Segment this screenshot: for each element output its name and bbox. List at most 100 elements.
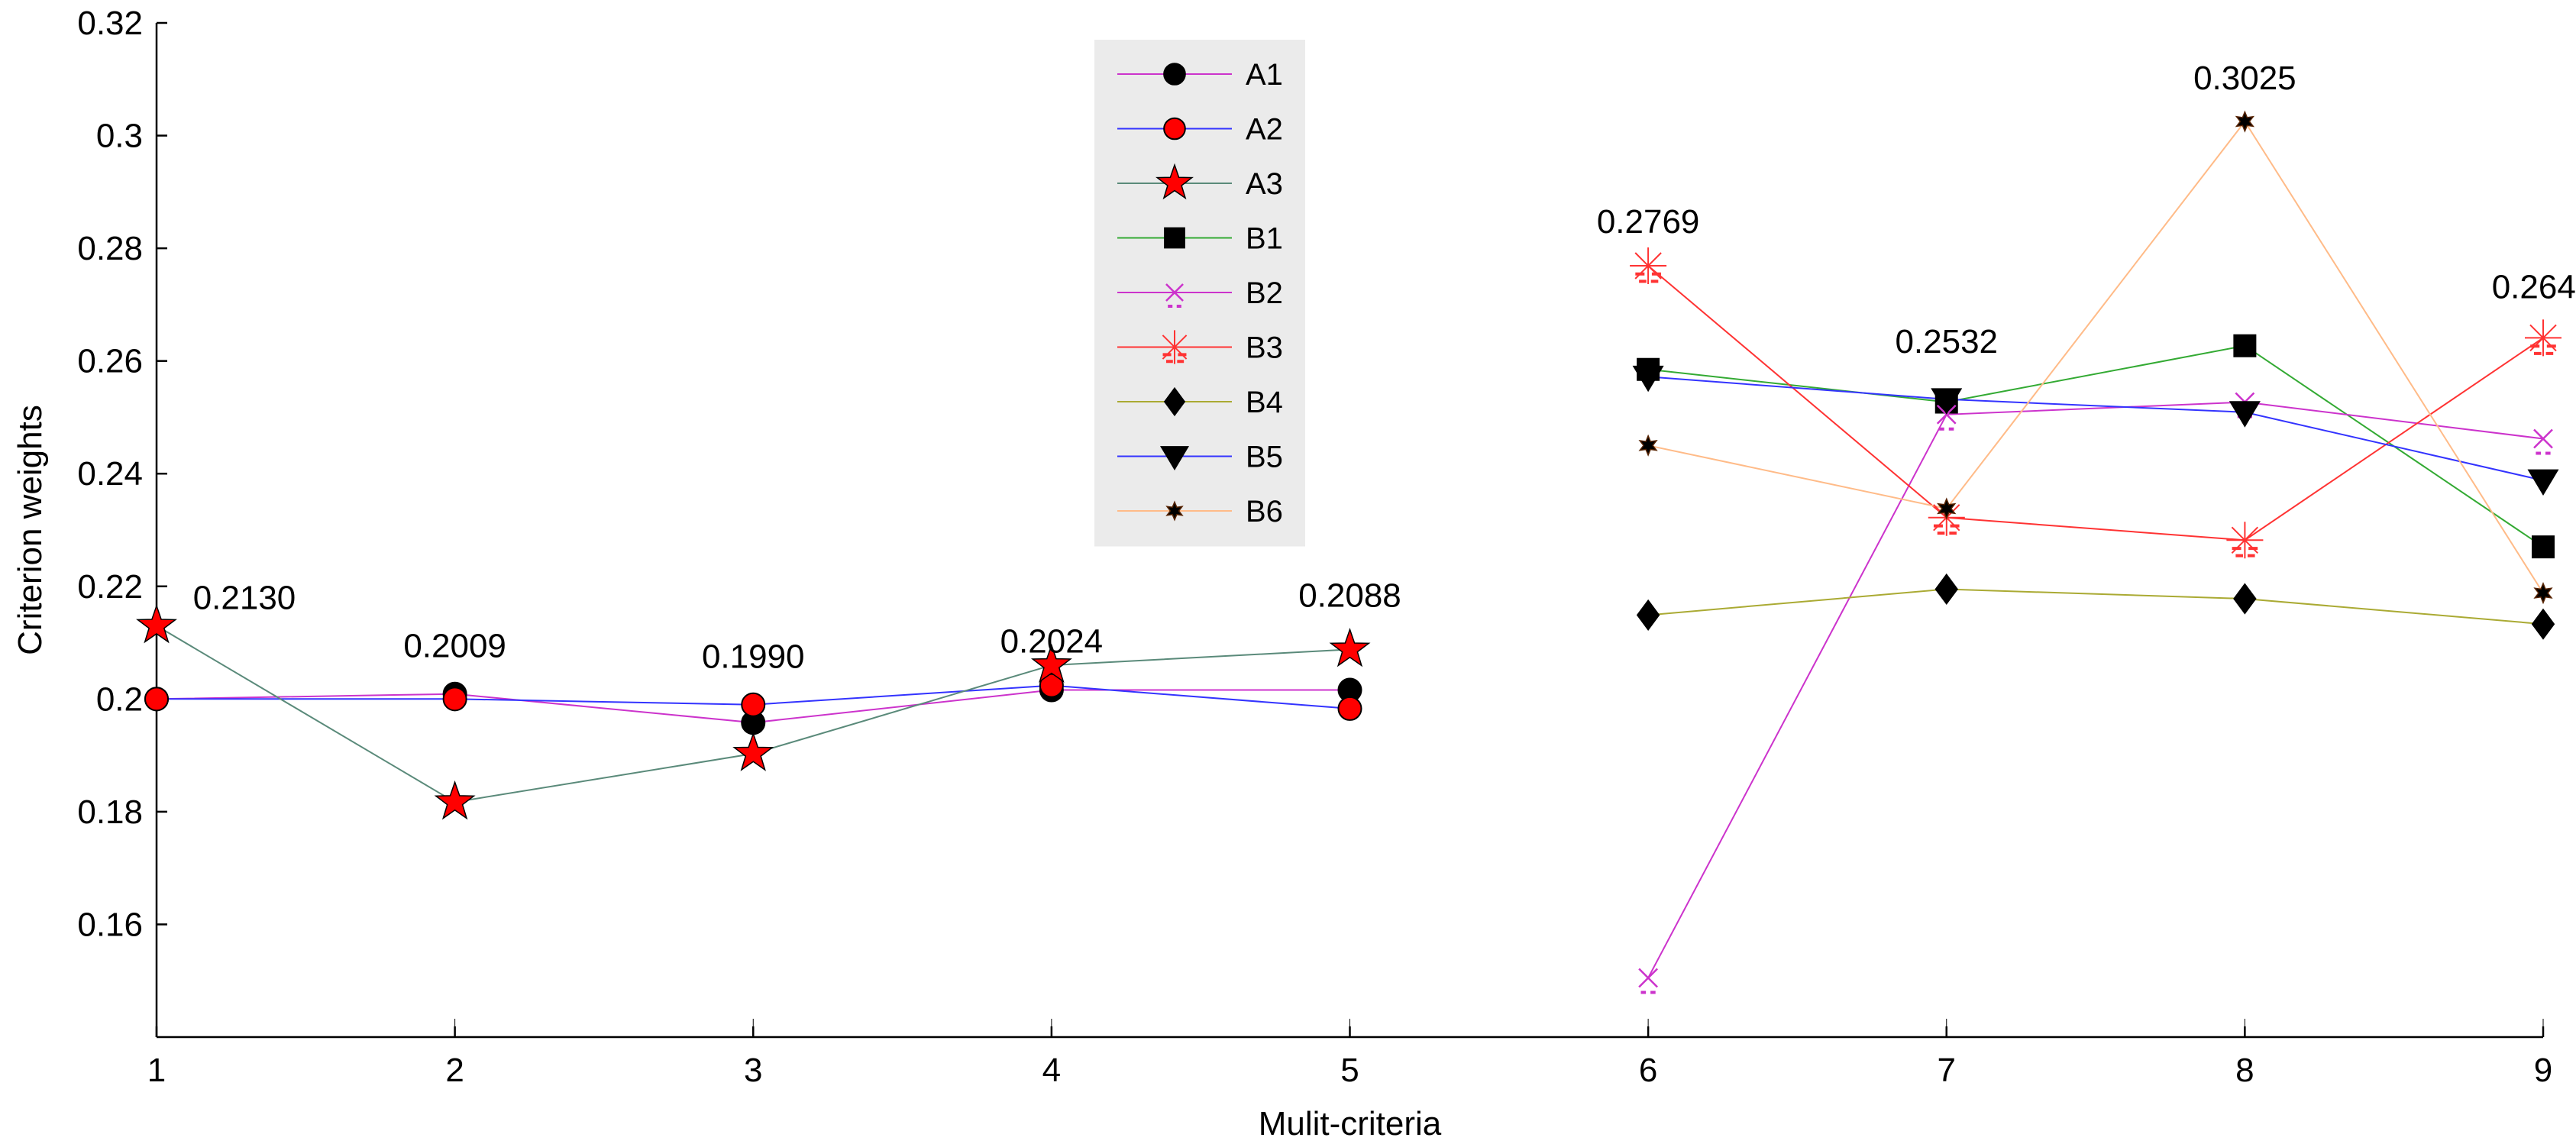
data-point-b5 [1931,388,1963,415]
data-point-b3 [2226,522,2264,559]
data-annotation: 0.2024 [1000,623,1104,661]
legend-label: A3 [1246,167,1283,201]
marker-diamond [1636,599,1660,631]
y-tick-label: 0.24 [77,455,143,493]
legend: A1 A2 A3 B1 B2 B3 B4 B5 B6 [1094,40,1305,547]
data-point-b1 [2233,334,2257,357]
y-tick-label: 0.26 [77,343,143,380]
x-tick-label: 8 [2235,1052,2254,1089]
x-tick-label: 1 [147,1052,166,1089]
marker-asterisk [1630,247,1667,284]
data-point-a2 [741,692,766,717]
legend-label: A2 [1246,113,1283,147]
legend-marker [1165,500,1184,522]
legend-label: B5 [1246,441,1283,474]
data-annotation: 0.2641 [2492,268,2576,305]
data-point-b6 [1937,497,1957,520]
marker-star [1329,627,1371,667]
data-point-a2 [442,687,467,712]
data-annotation: 0.3025 [2193,60,2296,97]
y-tick-label: 0.22 [77,568,143,606]
marker-hexagram [2533,582,2553,605]
data-annotation: 0.2088 [1298,577,1401,614]
marker-asterisk-baseline [1635,272,1661,283]
legend-item-b2: B2 [1117,276,1283,310]
data-point-b3 [1630,247,1667,284]
legend-marker [1164,227,1185,249]
data-annotations: 0.2130 0.2009 0.1990 0.2024 0.2088 0.2769 0.25… [193,60,2576,676]
marker-diamond [1934,573,1958,606]
data-annotation: 0.2009 [403,628,506,665]
marker-triangle-down [2527,469,2559,496]
marker-asterisk-baseline [2232,547,2258,557]
data-point-b1 [2532,535,2555,559]
x-tick-label: 6 [1639,1052,1657,1089]
marker-triangle-down [1632,365,1664,393]
series-line-b2 [1647,401,2544,978]
marker-x [1638,968,1659,988]
data-point-b2 [1638,968,1659,994]
data-point-b6 [2533,582,2553,605]
marker-circle [1337,696,1362,721]
legend-marker [1157,330,1192,364]
legend-item-a2: A2 [1117,113,1283,147]
data-point-a3 [1329,627,1371,667]
marker-hexagram [1165,500,1184,522]
x-tick-label: 9 [2534,1052,2552,1089]
series-line-b5 [1648,376,2544,482]
y-axis-title: Criterion weights [11,405,49,655]
series-markers [136,110,2561,994]
data-point-a3 [434,780,476,820]
marker-hexagram [1638,434,1658,457]
marker-asterisk-baseline [1933,524,1960,535]
marker-circle [741,692,766,717]
x-tick-label: 7 [1938,1052,1956,1089]
legend-label: B2 [1246,276,1283,310]
series-line-b6 [1647,120,2544,594]
marker-triangle-down [1931,388,1963,415]
data-point-a3 [1030,643,1072,683]
x-axis-title: Mulit-criteria [1259,1105,1442,1142]
data-annotation: 0.1990 [702,638,805,676]
legend-marker [1159,446,1190,471]
marker-star [1030,643,1072,683]
marker-square [2233,334,2257,357]
y-tick-label: 0.32 [77,5,143,42]
legend-label: A1 [1246,58,1283,92]
marker-star [732,732,774,771]
marker-diamond [2233,583,2257,615]
marker-circle [144,687,169,712]
legend-marker [1155,163,1194,200]
data-point-b4 [2233,583,2257,615]
marker-square [2532,535,2555,559]
y-tick-label: 0.16 [77,906,143,943]
marker-hexagram [2235,110,2255,133]
marker-x [1165,283,1184,302]
marker-asterisk [2226,522,2264,559]
legend-marker [1163,386,1186,417]
data-point-a3 [732,732,774,771]
data-point-b5 [1632,365,1664,393]
marker-circle [1163,63,1186,86]
data-point-b4 [1934,573,1958,606]
data-point-b6 [2235,110,2255,133]
x-tick-label: 2 [445,1052,464,1089]
marker-asterisk-baseline [2530,344,2556,355]
legend-item-b3: B3 [1117,330,1283,365]
marker-asterisk [2525,319,2561,357]
data-point-b4 [1636,599,1660,631]
marker-diamond [1163,386,1186,417]
y-tick-label: 0.28 [77,230,143,267]
legend-label: B3 [1246,331,1283,365]
legend-label: B4 [1246,386,1283,419]
data-annotation: 0.2130 [193,579,296,616]
data-point-a3 [136,603,177,644]
x-tick-label: 4 [1042,1052,1061,1089]
marker-hexagram [1937,497,1957,520]
data-point-b5 [2527,469,2559,496]
data-point-b4 [2531,608,2555,640]
marker-square [1164,227,1185,249]
marker-star [434,780,476,820]
data-point-b3 [2525,319,2561,357]
